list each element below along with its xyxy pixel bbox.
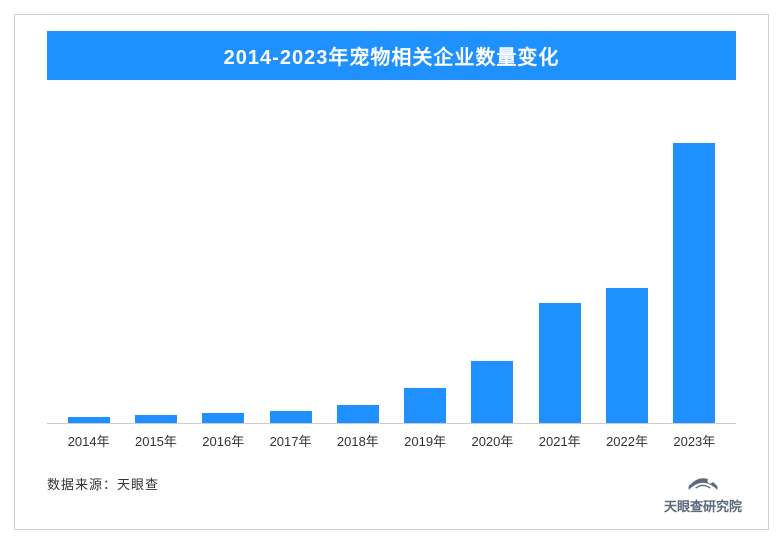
bar [404,388,446,423]
bar-group: 2021年 [526,303,593,450]
bar-group: 2020年 [459,361,526,450]
bar-label: 2017年 [270,431,312,450]
bar-group: 2019年 [391,388,458,450]
bar-group: 2023年 [661,143,728,450]
bar [270,411,312,423]
bar-group: 2017年 [257,411,324,450]
brand-logo-text: 天眼查研究院 [664,496,742,515]
chart-title: 2014-2023年宠物相关企业数量变化 [47,31,736,80]
bar-group: 2014年 [55,417,122,450]
bar-label: 2023年 [673,431,715,450]
bar-group: 2015年 [122,415,189,450]
bar-label: 2016年 [202,431,244,450]
bar [673,143,715,423]
chart-area: 2014年 2015年 2016年 2017年 2018年 2019年 2020年 2021年… [47,120,736,450]
bar [337,405,379,423]
bar [606,288,648,423]
bar-label: 2015年 [135,431,177,450]
bar [471,361,513,423]
bar [202,413,244,423]
bar-group: 2016年 [190,413,257,450]
brand-logo-icon [685,466,721,494]
x-axis-line [47,423,736,424]
chart-container: 2014-2023年宠物相关企业数量变化 2014年 2015年 2016年 2017… [14,14,769,530]
bar [135,415,177,423]
bar-label: 2022年 [606,431,648,450]
bar-label: 2020年 [471,431,513,450]
bar [539,303,581,423]
bar-group: 2018年 [324,405,391,450]
bar-label: 2019年 [404,431,446,450]
brand-logo: 天眼查研究院 [664,466,742,515]
data-source-label: 数据来源：天眼查 [47,474,736,493]
bar-label: 2021年 [539,431,581,450]
bar-group: 2022年 [593,288,660,450]
bar-label: 2018年 [337,431,379,450]
bar-label: 2014年 [68,431,110,450]
